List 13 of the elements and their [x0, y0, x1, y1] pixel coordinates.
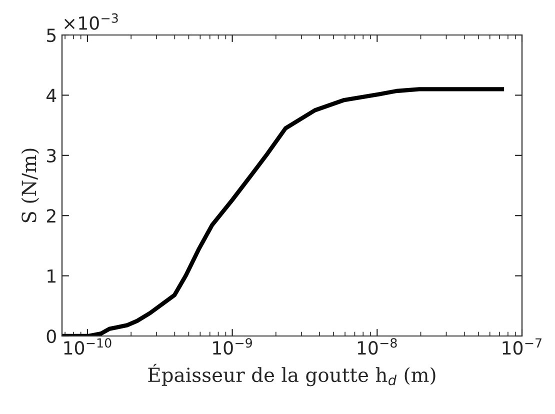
y-tick-label: 2: [46, 209, 56, 222]
y-axis-title: S (N/m): [21, 148, 40, 222]
x-tick-label: 10$^{−9}$: [213, 338, 252, 355]
x-tick-label: 10$^{−7}$: [502, 338, 542, 355]
y-tick-label: 5: [47, 28, 56, 42]
x-tick-label: 10$^{−8}$: [358, 338, 397, 355]
y-tick-label: 3: [47, 148, 56, 163]
x-axis-title: Épaisseur de la goutte h$_{d}$ (m): [148, 364, 436, 386]
text: ×10$^{−3}$: [64, 13, 118, 30]
y-tick-label: 1: [48, 269, 56, 283]
y-tick-label: 4: [46, 88, 56, 102]
y-tick-label: 0: [46, 329, 56, 344]
x-tick-label: 10$^{−10}$: [64, 338, 112, 355]
